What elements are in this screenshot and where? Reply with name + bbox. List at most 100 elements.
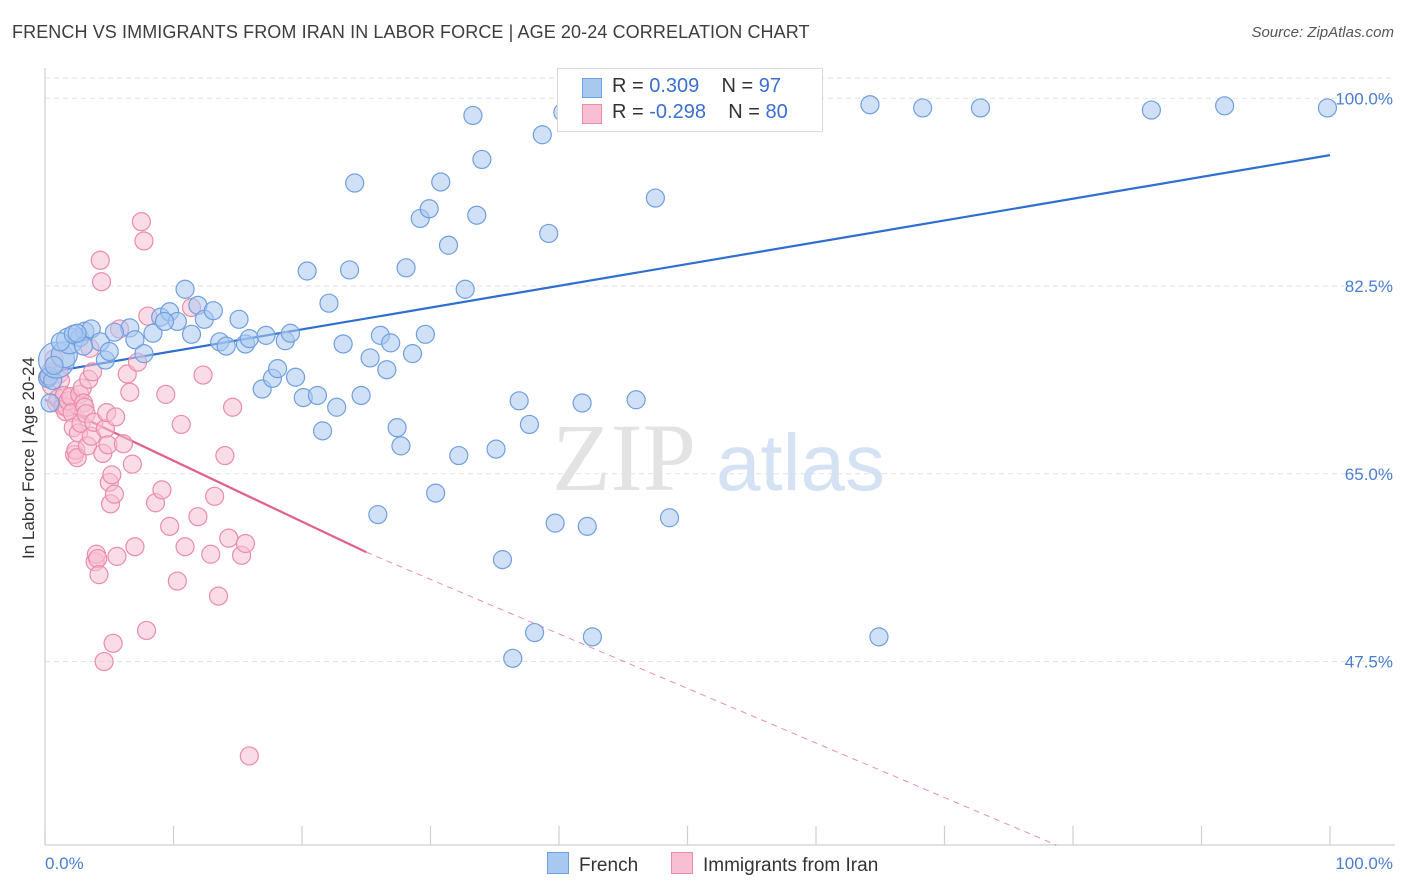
french-point — [659, 508, 680, 528]
french-point — [297, 261, 317, 281]
y-tick-label: 100.0% — [1335, 89, 1393, 108]
watermark-atlas: atlas — [716, 418, 885, 507]
legend-r-value-iran: -0.298 — [649, 101, 706, 123]
french-point — [1317, 98, 1338, 118]
french-point — [67, 323, 87, 343]
french-point — [415, 324, 435, 344]
french-point — [402, 344, 423, 364]
french-point — [327, 397, 347, 417]
french-point — [368, 504, 388, 525]
iran-point — [113, 434, 133, 454]
french-point — [134, 344, 154, 364]
bottom-legend-swatch-french — [547, 852, 569, 874]
french-point — [539, 223, 559, 244]
french-point — [285, 367, 306, 387]
french-point — [572, 393, 592, 413]
bottom-legend-label-iran: Immigrants from Iran — [703, 855, 879, 876]
iran-point — [223, 397, 243, 417]
stats-legend: R = 0.309 N = 97 R = -0.298 N = 80 — [557, 68, 823, 132]
iran-point — [106, 407, 126, 427]
iran-point — [152, 480, 172, 500]
iran-point — [89, 565, 109, 585]
iran-point — [160, 516, 180, 536]
legend-swatch-french — [582, 78, 602, 98]
y-tick-label: 82.5% — [1345, 277, 1393, 296]
bottom-legend-swatch-iran — [671, 852, 693, 874]
french-point — [503, 648, 523, 668]
french-point — [545, 513, 565, 533]
iran-point — [91, 272, 112, 292]
french-point — [519, 414, 540, 435]
iran-point — [208, 586, 229, 606]
iran-trend-extension — [366, 551, 1057, 846]
french-point — [154, 311, 175, 332]
iran-point — [201, 544, 221, 564]
french-point — [44, 355, 64, 376]
french-point — [175, 279, 195, 299]
bottom-legend-iran: Immigrants from Iran — [671, 852, 878, 877]
french-point — [333, 334, 353, 354]
legend-n-value-iran: 80 — [765, 101, 788, 123]
french-point — [438, 235, 459, 255]
legend-r-label: R = — [612, 75, 650, 97]
iran-point — [167, 571, 187, 591]
french-point — [913, 98, 933, 118]
legend-n-label: N = — [728, 101, 766, 123]
legend-n-value-french: 97 — [758, 75, 782, 97]
french-point — [860, 95, 880, 115]
french-point — [391, 436, 411, 456]
french-point — [467, 205, 487, 225]
french-point — [455, 279, 475, 299]
legend-n-label: N = — [721, 75, 759, 97]
french-point — [339, 260, 360, 280]
legend-swatch-iran — [582, 104, 602, 124]
french-point — [492, 550, 513, 570]
iran-point — [90, 250, 110, 270]
french-point — [280, 323, 301, 343]
french-point — [463, 105, 483, 126]
iran-point — [193, 365, 213, 385]
y-tick-label: 47.5% — [1345, 653, 1393, 672]
chart-title: FRENCH VS IMMIGRANTS FROM IRAN IN LABOR … — [12, 22, 810, 42]
french-point — [1141, 100, 1161, 120]
french-point — [216, 336, 236, 356]
french-point — [486, 439, 506, 459]
french-point — [377, 360, 397, 380]
french-point — [582, 627, 603, 647]
french-point — [99, 341, 119, 362]
iran-point — [215, 445, 235, 466]
french-point — [645, 188, 665, 208]
french-point — [626, 390, 646, 410]
french-point — [431, 172, 451, 192]
french-point — [532, 125, 552, 145]
iran-point — [205, 486, 225, 506]
iran-point — [120, 382, 140, 402]
french-point — [360, 348, 380, 368]
iran-point — [131, 212, 151, 232]
french-point — [345, 173, 365, 193]
iran-point — [103, 633, 123, 653]
iran-point — [136, 620, 157, 641]
iran-point — [219, 528, 239, 548]
iran-points — [37, 212, 259, 766]
french-point — [181, 324, 202, 344]
grid-layer — [45, 77, 1395, 663]
french-point — [509, 391, 529, 411]
french-point — [143, 323, 163, 343]
iran-point — [171, 414, 191, 435]
french-point — [449, 445, 469, 466]
french-point — [267, 359, 288, 379]
x-tick-label-right: 100.0% — [1335, 854, 1393, 873]
french-point — [381, 333, 401, 353]
legend-r-label: R = — [612, 101, 650, 123]
bottom-legend-french: French — [547, 852, 638, 877]
iran-point — [134, 231, 154, 251]
french-point — [419, 199, 439, 219]
french-point — [426, 483, 446, 503]
french-point — [387, 418, 407, 438]
bottom-legend-label-french: French — [579, 855, 639, 876]
iran-point — [104, 484, 124, 504]
iran-point — [94, 651, 114, 672]
french-point — [312, 421, 333, 441]
